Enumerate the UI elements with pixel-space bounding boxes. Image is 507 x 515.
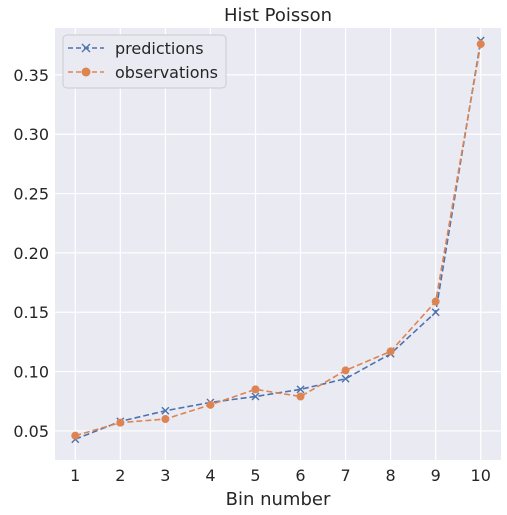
grid-lines xyxy=(55,28,501,460)
y-tick-label: 0.15 xyxy=(13,303,49,322)
data-point-predictions xyxy=(341,374,350,383)
x-tick-label: 9 xyxy=(431,466,441,485)
data-point-predictions xyxy=(161,406,170,415)
x-tick-label: 7 xyxy=(340,466,350,485)
circle-marker-icon xyxy=(81,67,91,77)
plot-area xyxy=(55,28,501,460)
legend-label-predictions: predictions xyxy=(115,39,204,58)
x-tick-label: 6 xyxy=(295,466,305,485)
x-tick-labels: 1 2 3 4 5 6 7 8 9 10 xyxy=(70,466,491,485)
x-tick-label: 4 xyxy=(205,466,215,485)
data-point-observations xyxy=(251,385,260,394)
data-point-predictions xyxy=(251,392,260,401)
data-point-observations xyxy=(161,415,170,424)
data-point-predictions xyxy=(296,385,305,394)
legend: predictions observations xyxy=(62,34,227,89)
chart-title: Hist Poisson xyxy=(224,5,332,26)
data-point-observations xyxy=(206,400,215,409)
y-tick-label: 0.30 xyxy=(13,125,49,144)
x-axis-label: Bin number xyxy=(226,489,331,510)
series-layer xyxy=(71,36,485,444)
x-tick-label: 1 xyxy=(70,466,80,485)
x-marker-icon xyxy=(81,43,91,53)
legend-item-predictions: predictions xyxy=(68,39,204,58)
x-tick-label: 3 xyxy=(160,466,170,485)
data-point-observations xyxy=(71,431,80,440)
data-point-observations xyxy=(476,40,485,49)
data-point-observations xyxy=(386,347,395,356)
x-tick-label: 2 xyxy=(115,466,125,485)
x-tick-label: 10 xyxy=(471,466,491,485)
data-point-observations xyxy=(296,392,305,401)
series-observations xyxy=(71,40,485,440)
data-point-predictions xyxy=(431,308,440,317)
y-tick-label: 0.05 xyxy=(13,422,49,441)
y-tick-label: 0.25 xyxy=(13,185,49,204)
data-point-observations xyxy=(431,297,440,306)
x-tick-label: 5 xyxy=(250,466,260,485)
y-tick-label: 0.10 xyxy=(13,363,49,382)
legend-item-observations: observations xyxy=(68,63,218,82)
x-tick-label: 8 xyxy=(386,466,396,485)
y-tick-labels: 0.05 0.10 0.15 0.20 0.25 0.30 0.35 xyxy=(13,66,49,441)
series-line-observations xyxy=(75,43,482,437)
y-tick-label: 0.35 xyxy=(13,66,49,85)
legend-label-observations: observations xyxy=(115,63,218,82)
data-point-observations xyxy=(341,366,350,375)
y-tick-label: 0.20 xyxy=(13,244,49,263)
data-point-observations xyxy=(116,418,125,427)
